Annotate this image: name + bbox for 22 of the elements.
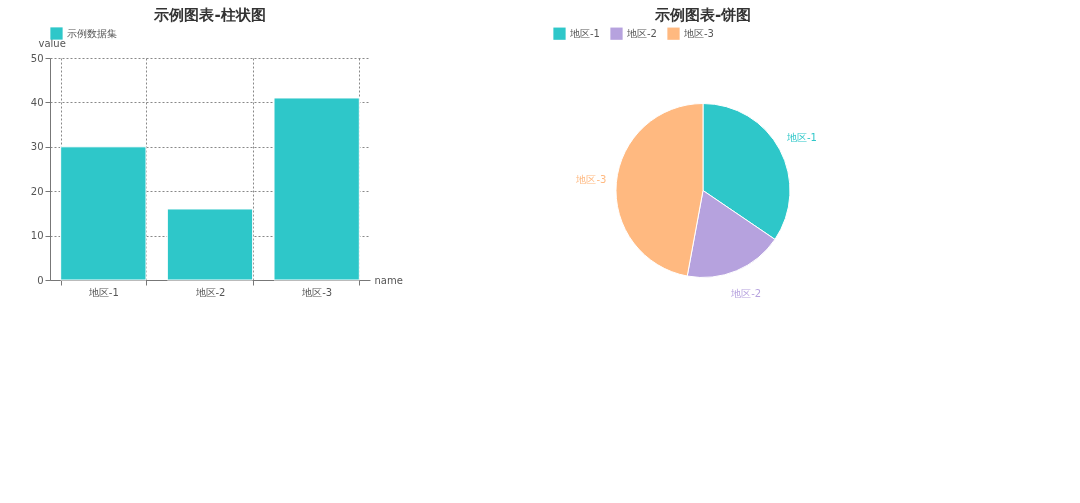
y-tick-label: 10	[30, 230, 44, 242]
x-tick-label: 地区-1	[87, 286, 119, 298]
slice-label: 地区-1	[785, 132, 817, 144]
y-tick-label: 30	[30, 141, 44, 153]
bar	[273, 97, 360, 281]
x-axis-title: name	[374, 274, 403, 286]
y-tick-label: 0	[37, 274, 44, 286]
y-tick-label: 20	[30, 185, 44, 197]
slice-label: 地区-3	[575, 174, 607, 186]
legend-label: 地区-2	[626, 27, 657, 39]
legend-label: 示例数据集	[67, 27, 117, 39]
legend-label: 地区-3	[683, 27, 714, 39]
bar	[60, 146, 147, 281]
y-axis-title: value	[38, 37, 66, 49]
x-tick-label: 地区-2	[194, 286, 226, 298]
bar	[166, 208, 254, 281]
x-tick-label: 地区-3	[301, 286, 333, 298]
y-tick-label: 50	[30, 52, 44, 64]
chart-title: 示例图表-柱状图	[153, 6, 266, 24]
legend-label: 地区-1	[569, 27, 600, 39]
y-tick-label: 40	[30, 96, 44, 108]
chart-title: 示例图表-饼图	[653, 6, 752, 24]
